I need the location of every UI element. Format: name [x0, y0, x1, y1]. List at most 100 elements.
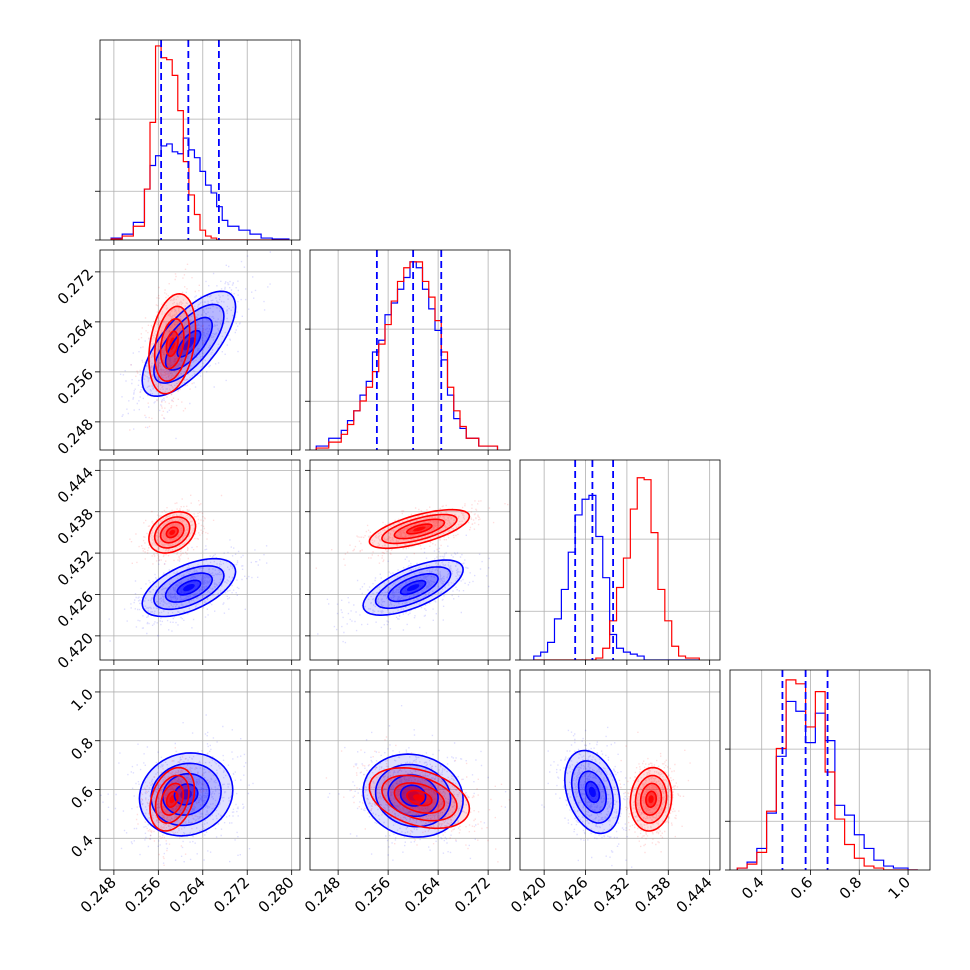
hist-blue — [315, 261, 499, 450]
x-tick-label: 0.272 — [210, 873, 253, 916]
contour-red — [639, 782, 663, 816]
contour-red — [634, 774, 668, 824]
contour-red — [148, 510, 197, 554]
hist-p4: 0.4 0.6 0.8 1.0 — [725, 669, 931, 903]
contour-blue — [584, 780, 601, 804]
axes-frame — [99, 39, 301, 241]
contour-red — [381, 774, 458, 822]
contour-blue — [164, 316, 214, 371]
density-fill-red — [169, 795, 175, 804]
hist-red — [315, 261, 499, 450]
contour-blue — [141, 290, 237, 398]
y-tick-label: 0.444 — [54, 464, 97, 507]
x-tick-label: 0.264 — [166, 873, 209, 916]
y-tick-label: 0.248 — [54, 415, 97, 458]
axes-frame — [99, 459, 301, 661]
x-tick-label: 0.264 — [401, 873, 444, 916]
x-tick-label: 0.8 — [836, 873, 866, 903]
scatter-blue — [327, 705, 507, 861]
x-tick-label: 0.6 — [787, 873, 817, 903]
hist-p3 — [515, 459, 721, 665]
hist-red — [533, 477, 700, 660]
joint-p2_p3 — [305, 459, 511, 665]
hist-p1 — [95, 39, 301, 245]
joint-p2_p4: 0.248 0.256 0.264 0.272 — [301, 669, 511, 916]
x-tick-label: 0.4 — [738, 873, 768, 903]
hist-red — [110, 45, 289, 240]
contour-blue — [164, 572, 214, 603]
axes-frame — [519, 669, 721, 871]
y-tick-label: 1.0 — [67, 685, 97, 715]
contour-blue — [176, 329, 202, 358]
contour-red — [645, 790, 657, 808]
axes-frame — [99, 669, 301, 871]
contour-red — [153, 305, 191, 383]
y-tick-label: 0.272 — [54, 265, 97, 308]
contour-blue — [563, 749, 621, 835]
contour-red — [165, 526, 179, 539]
x-tick-label: 0.426 — [548, 873, 591, 916]
contour-blue — [570, 760, 614, 824]
contour-blue — [387, 573, 439, 603]
contour-red — [154, 774, 190, 824]
axes-frame — [309, 249, 511, 451]
y-tick-label: 0.8 — [67, 734, 97, 764]
contour-red — [393, 782, 446, 815]
contour-blue — [141, 557, 237, 618]
contour-red — [149, 766, 196, 832]
contour-red — [381, 513, 458, 545]
contour-blue — [374, 566, 452, 610]
contour-red — [160, 782, 185, 816]
contour-red — [368, 508, 471, 550]
x-tick-label: 0.444 — [673, 873, 716, 916]
contour-blue — [176, 579, 202, 596]
contour-red — [406, 523, 433, 535]
x-tick-label: 0.420 — [507, 873, 550, 916]
contour-red — [368, 766, 471, 830]
density-fill-red — [413, 526, 426, 532]
contour-red — [629, 766, 673, 832]
x-tick-label: 0.272 — [451, 873, 494, 916]
x-tick-label: 0.256 — [351, 873, 394, 916]
hist-p2 — [305, 249, 511, 455]
x-tick-label: 0.438 — [631, 873, 674, 916]
contour-blue — [577, 770, 608, 814]
x-tick-label: 0.248 — [301, 873, 344, 916]
contour-red — [159, 317, 185, 370]
axes-frame — [99, 249, 301, 451]
joint-p1_p2: 0.248 0.256 0.264 0.272 — [54, 249, 301, 458]
hist-blue — [533, 494, 700, 660]
y-tick-label: 0.426 — [54, 588, 97, 631]
density-fill-blue — [183, 584, 195, 592]
contour-red — [148, 292, 197, 395]
y-tick-label: 0.438 — [54, 505, 97, 548]
x-tick-label: 1.0 — [884, 873, 914, 903]
contour-blue — [153, 565, 225, 611]
contour-red — [165, 790, 179, 808]
density-fill-blue — [406, 584, 420, 591]
contour-blue — [374, 763, 452, 828]
density-fill-blue — [589, 786, 596, 798]
contour-blue — [362, 559, 464, 617]
y-tick-label: 0.432 — [54, 546, 97, 589]
hist-red — [736, 679, 918, 870]
joint-p1_p4: 0.248 0.256 0.264 0.272 0.280 0.4 0.6 0.8 1.0 — [67, 669, 301, 916]
x-tick-label: 0.248 — [77, 873, 120, 916]
axes-frame — [309, 669, 511, 871]
axes-frame — [729, 669, 931, 871]
density-fill-red — [648, 795, 654, 804]
contour-red — [393, 518, 446, 540]
density-fill-red — [169, 529, 176, 535]
y-tick-label: 0.6 — [67, 783, 97, 813]
contour-red — [406, 789, 433, 807]
y-tick-label: 0.420 — [54, 629, 97, 672]
contour-red — [153, 516, 191, 549]
contour-blue — [153, 303, 225, 384]
x-tick-label: 0.256 — [121, 873, 164, 916]
y-tick-label: 0.264 — [54, 315, 97, 358]
x-tick-label: 0.280 — [255, 873, 298, 916]
axes-frame — [309, 459, 511, 661]
y-tick-label: 0.4 — [67, 832, 97, 862]
